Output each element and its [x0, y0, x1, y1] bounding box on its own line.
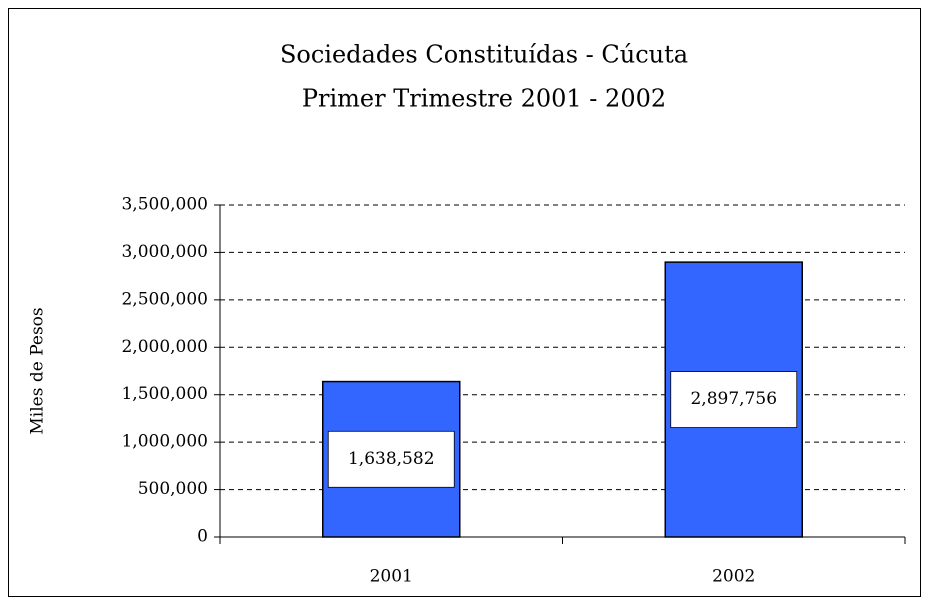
x-tick-label: 2001	[370, 567, 413, 587]
chart-title: Sociedades Constituídas - Cúcuta	[280, 41, 688, 69]
y-tick-label: 3,500,000	[121, 195, 208, 215]
chart-subtitle: Primer Trimestre 2001 - 2002	[302, 85, 666, 113]
y-tick-label: 2,500,000	[121, 289, 208, 309]
data-label-box	[327, 430, 455, 488]
y-tick-label: 500,000	[138, 479, 208, 499]
y-tick-label: 2,000,000	[121, 337, 208, 357]
y-tick-label: 1,000,000	[121, 432, 208, 452]
data-label: 2,897,756	[690, 389, 777, 409]
y-axis-label: Miles de Pesos	[28, 307, 48, 434]
data-label-box	[670, 371, 798, 428]
x-tick-label: 2002	[712, 567, 755, 587]
data-label: 1,638,582	[348, 449, 435, 469]
y-tick-label: 3,000,000	[121, 242, 208, 262]
y-tick-label: 0	[197, 527, 208, 547]
y-tick-label: 1,500,000	[121, 384, 208, 404]
